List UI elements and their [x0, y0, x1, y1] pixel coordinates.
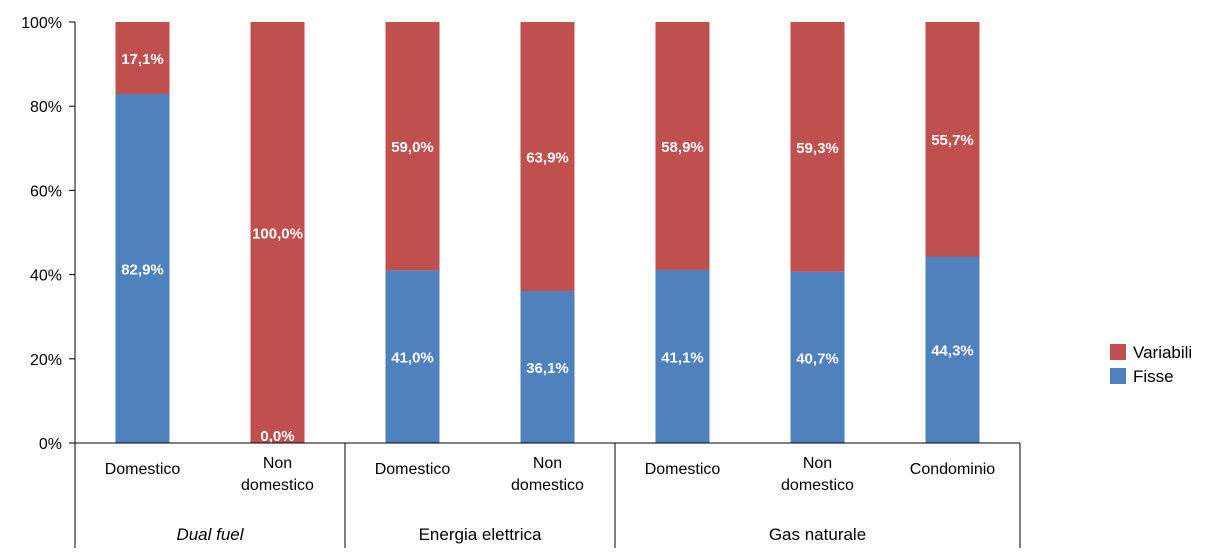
bar-segment — [520, 22, 575, 292]
x-tick-label: Non domestico — [241, 455, 314, 494]
bar-segment — [925, 22, 980, 257]
x-tick-label: Domestico — [645, 461, 721, 478]
data-label: 36,1% — [526, 360, 569, 377]
data-label: 17,1% — [121, 51, 164, 68]
y-tick-label: 0% — [39, 436, 62, 453]
x-tick-label: Non domestico — [511, 455, 584, 494]
data-label: 59,0% — [391, 139, 434, 156]
x-tick-label: Non domestico — [781, 455, 854, 494]
y-tick-label: 80% — [30, 99, 62, 116]
axes: 0% 20% 40% 60% 80% 100% — [21, 15, 76, 453]
data-label: 55,7% — [931, 132, 974, 149]
legend-label: Variabili — [1133, 343, 1192, 362]
y-tick-label: 40% — [30, 268, 62, 285]
x-axis: Dual fuel Energia elettrica Gas naturale Do… — [74, 442, 1021, 548]
y-tick-label: 20% — [30, 352, 62, 369]
bar-segment — [115, 22, 170, 94]
data-label: 100,0% — [252, 226, 303, 243]
group-label: Dual fuel — [176, 525, 244, 544]
data-label: 44,3% — [931, 343, 974, 360]
x-tick-label: Domestico — [375, 461, 451, 478]
data-label: 0,0% — [260, 428, 294, 445]
data-label: 41,1% — [661, 349, 704, 366]
x-tick-label: Domestico — [105, 461, 181, 478]
x-tick-label: Condominio — [910, 461, 995, 478]
y-tick-label: 60% — [30, 183, 62, 200]
data-label: 82,9% — [121, 261, 164, 278]
group-label: Gas naturale — [769, 525, 866, 544]
legend-swatch — [1110, 344, 1126, 360]
legend-label: Fisse — [1133, 367, 1174, 386]
bar-segment — [925, 256, 980, 443]
group-label: Energia elettrica — [419, 525, 542, 544]
data-labels: 82,9% 17,1% 0,0% 100,0% 41,0% 59,0% 36,1% 63,9%… — [121, 51, 974, 445]
bars — [115, 22, 980, 443]
bar-segment — [655, 269, 710, 443]
legend-swatch — [1110, 368, 1126, 384]
bar-segment — [790, 22, 845, 272]
y-tick-label: 100% — [21, 15, 62, 32]
bar-segment — [520, 291, 575, 443]
bar-segment — [790, 271, 845, 443]
bar-segment — [385, 22, 440, 271]
bar-segment — [115, 93, 170, 443]
data-label: 40,7% — [796, 350, 839, 367]
bar-segment — [655, 22, 710, 270]
data-label: 58,9% — [661, 139, 704, 156]
bar-segment — [385, 270, 440, 443]
data-label: 59,3% — [796, 140, 839, 157]
bar-segment — [250, 22, 305, 443]
legend: Variabili Fisse — [1110, 343, 1192, 386]
data-label: 63,9% — [526, 150, 569, 167]
data-label: 41,0% — [391, 350, 434, 367]
